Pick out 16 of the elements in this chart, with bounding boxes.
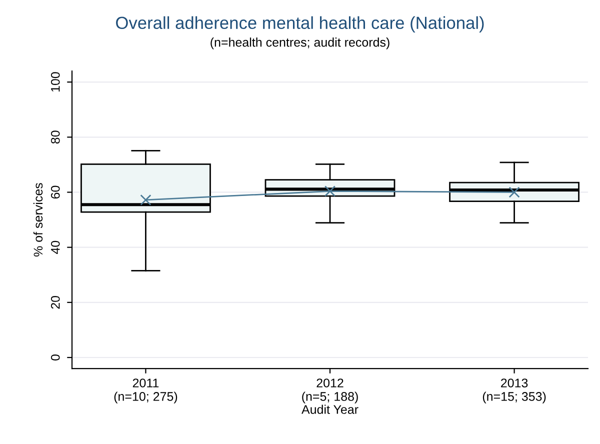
y-tick-label: 60 bbox=[50, 186, 60, 199]
x-tick-label: 2011 (n=10; 275) bbox=[114, 378, 178, 404]
y-tick-label: 40 bbox=[50, 240, 60, 254]
chart-subtitle: (n=health centres; audit records) bbox=[210, 38, 390, 50]
chart-title: Overall adherence mental health care (National) bbox=[116, 16, 484, 32]
x-axis-title: Audit Year bbox=[302, 404, 358, 414]
y-tick-label: 0 bbox=[50, 354, 60, 360]
point bbox=[508, 186, 520, 198]
y-tick-label: 20 bbox=[50, 296, 60, 309]
point bbox=[140, 194, 152, 206]
y-tick-label: 80 bbox=[50, 130, 60, 144]
y-axis-title: % of services bbox=[33, 183, 43, 256]
point bbox=[324, 186, 336, 197]
x-tick-label: 2013 (n=15; 353) bbox=[482, 378, 546, 404]
x-tick-label: 2012 (n=5; 188) bbox=[302, 378, 358, 404]
y-tick-label: 100 bbox=[50, 72, 60, 92]
